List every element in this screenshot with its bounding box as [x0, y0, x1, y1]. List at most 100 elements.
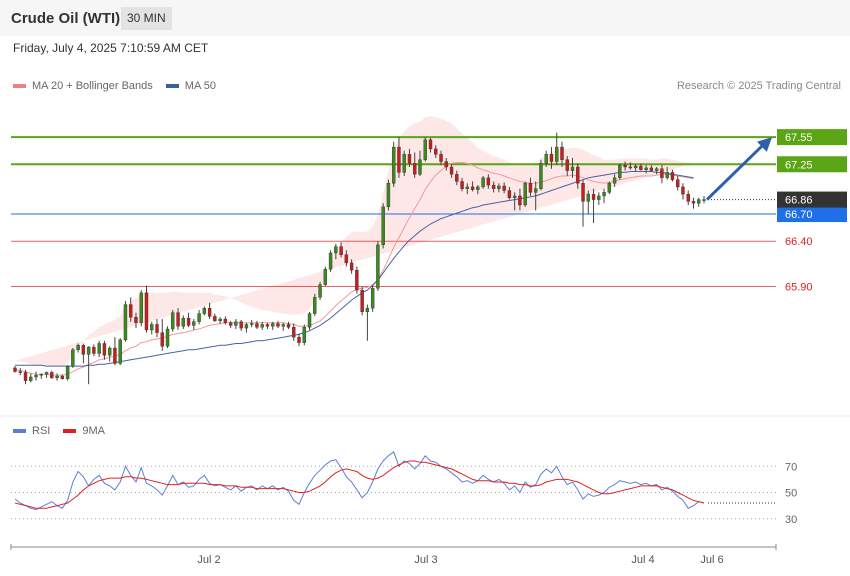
legend-label-ma20: MA 20 + Bollinger Bands	[32, 80, 153, 92]
x-tick-label: Jul 2	[197, 554, 220, 566]
price-tag-current: 66.86	[777, 191, 847, 208]
candle-body	[160, 332, 164, 347]
timeframe-button[interactable]: 30 MIN	[121, 7, 172, 30]
candle	[423, 137, 427, 162]
candle-body	[544, 154, 548, 164]
candle	[323, 266, 328, 287]
candle-body	[23, 372, 28, 381]
candle	[465, 183, 470, 195]
candle	[55, 373, 59, 381]
candle	[171, 310, 175, 332]
candle	[597, 192, 601, 205]
candle-body	[76, 345, 80, 351]
candle	[207, 302, 212, 320]
candle-body	[318, 284, 322, 298]
candle-body	[218, 318, 222, 322]
candle-body	[328, 252, 333, 270]
candle	[639, 163, 643, 171]
candle	[97, 340, 101, 358]
candle	[134, 312, 138, 329]
candle-body	[581, 183, 585, 202]
forecast-arrow-head	[757, 137, 772, 152]
candle-body	[633, 165, 638, 169]
candle	[160, 319, 164, 351]
candle	[518, 188, 522, 211]
candle-body	[276, 323, 280, 327]
candle-body	[697, 199, 701, 204]
candle-body	[307, 313, 312, 328]
candle	[481, 176, 485, 189]
candle-body	[612, 177, 617, 184]
candle-body	[297, 336, 301, 343]
level-tag-67.25: 67.25	[777, 156, 847, 173]
candle	[139, 290, 143, 327]
candle-body	[670, 172, 675, 180]
level-tag-65.90-text: 65.90	[785, 281, 813, 293]
candle	[76, 343, 80, 353]
candle-body	[428, 139, 433, 150]
legend-label-rsi: RSI	[32, 425, 51, 437]
candle-body	[512, 195, 517, 198]
candle	[223, 316, 228, 325]
candle	[318, 281, 322, 301]
candle	[328, 250, 333, 272]
price-tag-current-box	[777, 191, 847, 208]
candle-body	[192, 321, 196, 326]
candle	[349, 259, 354, 274]
candle-body	[465, 186, 470, 189]
candle-body	[555, 146, 559, 162]
candle	[686, 190, 690, 205]
candle	[81, 343, 86, 364]
candle	[102, 340, 107, 360]
candle	[570, 157, 575, 178]
candle	[176, 308, 180, 330]
legend-swatch-ma20	[13, 84, 26, 88]
candle-body	[134, 317, 138, 323]
candle	[649, 165, 654, 172]
candle	[676, 176, 680, 191]
candle	[460, 177, 464, 192]
candle	[555, 132, 559, 166]
candle	[623, 161, 627, 171]
candle-body	[155, 324, 159, 333]
candle-body	[507, 190, 512, 198]
candle	[228, 320, 233, 329]
level-tag-66.40-text: 66.40	[785, 236, 813, 248]
candle	[586, 190, 590, 215]
candle-body	[413, 163, 417, 175]
candle	[665, 166, 669, 180]
candle	[512, 192, 517, 211]
candle-body	[549, 154, 554, 162]
candle	[86, 346, 91, 385]
candle	[397, 137, 401, 178]
candle	[533, 181, 538, 211]
candle	[34, 371, 38, 381]
level-tag-67.55-box	[777, 129, 847, 146]
level-tag-67.25-text: 67.25	[785, 159, 813, 171]
candle	[234, 319, 238, 330]
candle	[697, 197, 701, 207]
candle-body	[654, 168, 659, 171]
candle	[107, 346, 112, 362]
candle	[29, 373, 33, 383]
candle-body	[681, 186, 685, 195]
candle-body	[171, 312, 175, 330]
candle	[528, 177, 533, 196]
candle-body	[502, 185, 506, 191]
candle	[560, 141, 564, 167]
candle	[202, 306, 207, 316]
legend-swatch-rsi	[13, 429, 26, 433]
candle	[470, 181, 475, 192]
candle-body	[423, 139, 427, 160]
candle	[691, 197, 696, 209]
candle	[197, 310, 201, 325]
x-tick-label: Jul 6	[700, 554, 723, 566]
candle	[18, 367, 22, 376]
candle-body	[349, 262, 354, 271]
candle-body	[470, 186, 475, 190]
candle	[313, 293, 317, 317]
candle-body	[434, 148, 438, 155]
candle	[71, 348, 75, 368]
candle-body	[107, 347, 112, 356]
